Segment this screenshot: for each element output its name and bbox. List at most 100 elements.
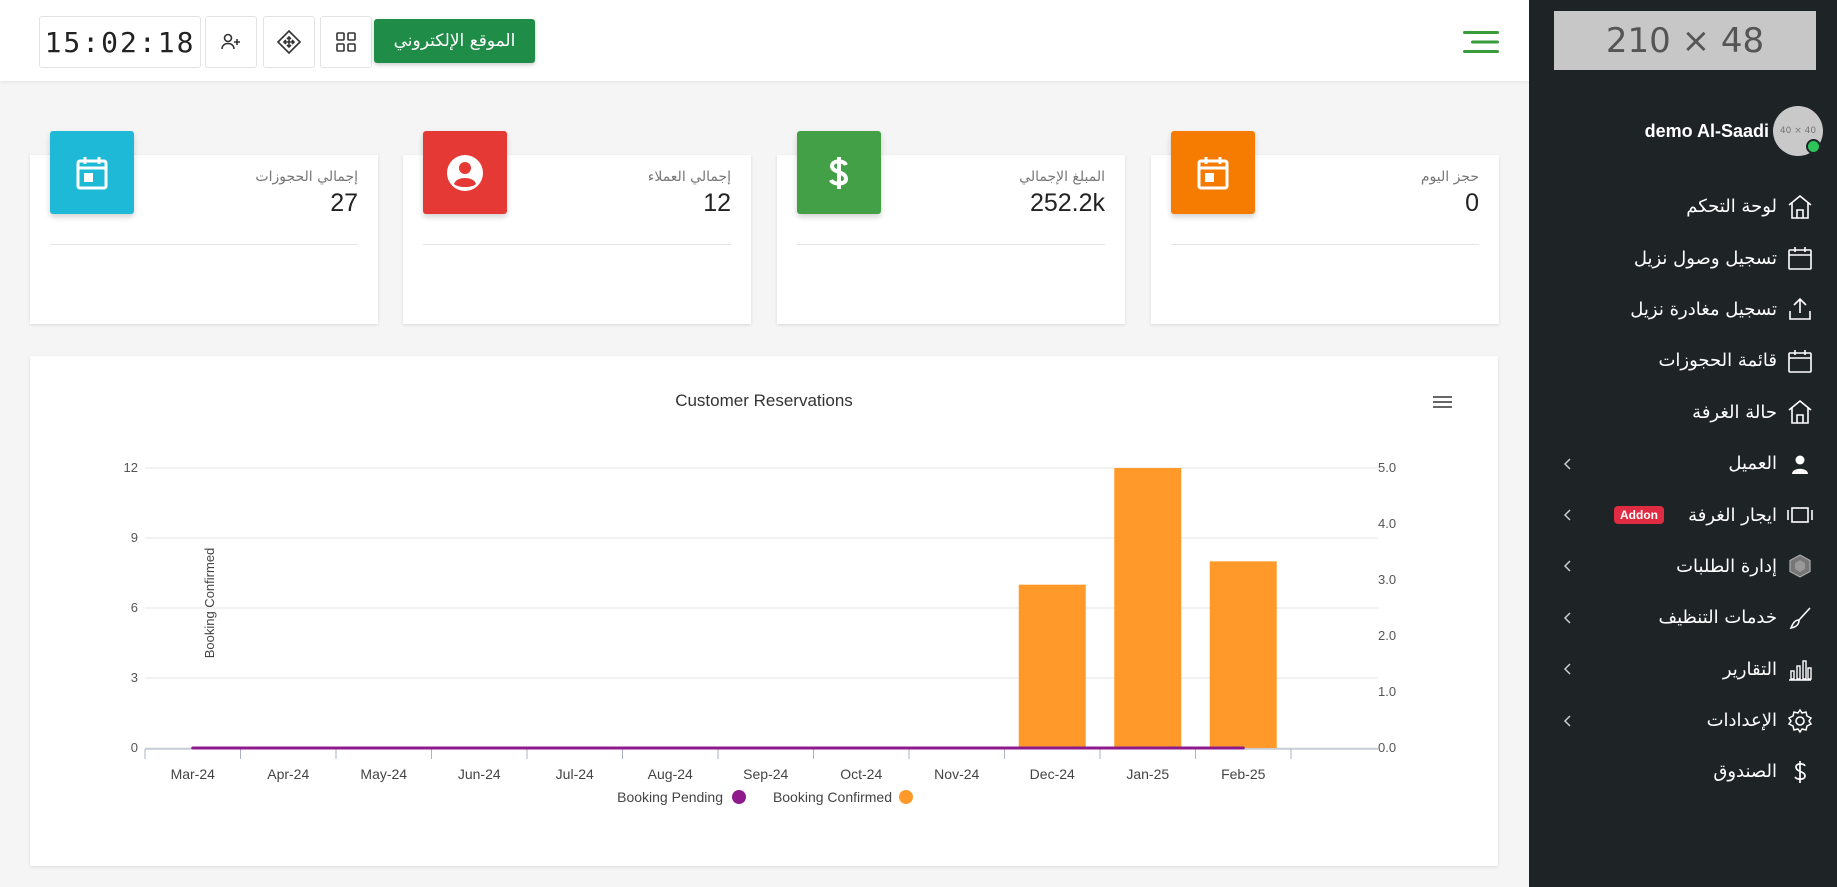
sidebar-item-2[interactable]: تسجيل وصول نزيل (1529, 232, 1837, 283)
website-button[interactable]: الموقع الإلكتروني (374, 19, 535, 63)
x-tick-label: Aug-24 (648, 766, 693, 782)
stat-card: حجز اليوم 0 (1151, 131, 1499, 324)
x-tick-label: Apr-24 (267, 766, 309, 782)
sidebar-item-label: قائمة الحجوزات (1658, 350, 1777, 372)
sidebar-item-label: العميل (1728, 453, 1777, 475)
user-name: demo Al-Saadi (1644, 120, 1769, 141)
calendar-icon (1785, 346, 1815, 376)
fullscreen-button[interactable] (263, 16, 315, 68)
divider (1171, 244, 1479, 245)
chevron-left-icon[interactable] (1562, 509, 1574, 521)
sidebar-item-1[interactable]: لوحة التحكم (1529, 181, 1837, 232)
divider (50, 244, 358, 245)
brush-icon (1785, 603, 1815, 633)
y-right-tick-label: 1.0 (1378, 684, 1396, 699)
online-status-dot (1806, 139, 1821, 154)
sidebar-item-7[interactable]: ايجار الغرفة Addon (1529, 489, 1837, 540)
grid-icon (336, 32, 356, 52)
chevron-left-icon[interactable] (1562, 612, 1574, 624)
stat-label: إجمالي الحجوزات (255, 169, 358, 185)
sidebar-item-5[interactable]: حالة الغرفة (1529, 387, 1837, 438)
y-right-tick-label: 5.0 (1378, 460, 1396, 475)
sidebar-item-6[interactable]: العميل (1529, 438, 1837, 489)
reservations-chart: Customer Reservations 0 3 6 9 12 0.0 1.0 2.0 3.0 4… (124, 391, 1452, 805)
stat-card: إجمالي العملاء 12 (403, 131, 751, 324)
y-right-tick-label: 2.0 (1378, 628, 1396, 643)
stat-value: 12 (703, 189, 731, 217)
gear-icon (1785, 706, 1815, 736)
point-booking-pending (764, 746, 768, 750)
y-axis-label: Booking Confirmed (202, 548, 217, 659)
sidebar-item-12[interactable]: الصندوق (1529, 746, 1837, 797)
point-booking-pending (859, 746, 863, 750)
y-left-tick-label: 12 (124, 460, 138, 475)
point-booking-pending (477, 746, 481, 750)
x-tick-label: Dec-24 (1030, 766, 1075, 782)
legend-marker (732, 790, 746, 804)
divider (423, 244, 731, 245)
legend-label: Booking Confirmed (773, 789, 892, 805)
person-icon (1785, 449, 1815, 479)
top-bar: 15:02:18 الموقع الإلكتروني (0, 0, 1529, 81)
chart-menu-icon[interactable] (1433, 396, 1452, 408)
apps-grid-button[interactable] (320, 16, 372, 68)
dollar-icon (797, 131, 881, 214)
x-tick-label: Nov-24 (934, 766, 979, 782)
bar-booking-confirmed (1209, 561, 1277, 748)
calendar-icon (50, 131, 134, 214)
logo-placeholder: 210 × 48 (1554, 11, 1816, 70)
bar-chart-icon (1785, 654, 1815, 684)
bar-booking-confirmed (1018, 584, 1086, 748)
move-arrows-icon (276, 29, 302, 55)
chart-title: Customer Reservations (675, 391, 853, 410)
chevron-left-icon[interactable] (1562, 560, 1574, 572)
sidebar-item-label: الصندوق (1713, 761, 1777, 783)
chart-card: Customer Reservations 0 3 6 9 12 0.0 1.0 2.0 3.0 4… (30, 356, 1498, 866)
y-left-tick-label: 6 (131, 600, 138, 615)
stat-card: المبلغ الإجمالي 252.2k (777, 131, 1125, 324)
y-left-tick-label: 9 (131, 530, 138, 545)
stat-label: إجمالي العملاء (647, 169, 731, 185)
point-booking-pending (955, 746, 959, 750)
menu-toggle-icon[interactable] (1463, 31, 1499, 53)
sidebar-item-label: إدارة الطلبات (1676, 555, 1777, 577)
chevron-left-icon[interactable] (1562, 458, 1574, 470)
sidebar-item-label: لوحة التحكم (1686, 196, 1777, 218)
calendar-icon (1171, 131, 1255, 214)
x-tick-label: Oct-24 (840, 766, 882, 782)
stat-label: المبلغ الإجمالي (1019, 169, 1105, 185)
sidebar-item-9[interactable]: خدمات التنظيف (1529, 592, 1837, 643)
avatar[interactable]: 40 × 40 (1773, 106, 1823, 156)
home-icon (1785, 192, 1815, 222)
sidebar-item-4[interactable]: قائمة الحجوزات (1529, 335, 1837, 386)
stat-value: 252.2k (1029, 189, 1105, 217)
sidebar-item-3[interactable]: تسجيل مغادرة نزيل (1529, 284, 1837, 335)
y-left-tick-label: 0 (131, 740, 138, 755)
calendar-icon (1785, 243, 1815, 273)
add-user-button[interactable] (205, 16, 257, 68)
sidebar-item-label: حالة الغرفة (1692, 401, 1777, 423)
y-right-tick-label: 0.0 (1378, 740, 1396, 755)
point-booking-pending (382, 746, 386, 750)
user-profile[interactable]: 40 × 40 demo Al-Saadi (1645, 106, 1823, 156)
sidebar-item-11[interactable]: الإعدادات (1529, 695, 1837, 746)
stat-label: حجز اليوم (1420, 169, 1479, 185)
sidebar-item-label: تسجيل وصول نزيل (1633, 247, 1777, 269)
chevron-left-icon[interactable] (1562, 715, 1574, 727)
hexagon-icon (1785, 551, 1815, 581)
point-booking-pending (1146, 746, 1150, 750)
sidebar-item-10[interactable]: التقارير (1529, 644, 1837, 695)
point-booking-pending (573, 746, 577, 750)
stat-card: إجمالي الحجوزات 27 (30, 131, 378, 324)
upload-icon (1785, 294, 1815, 324)
x-tick-label: Jan-25 (1126, 766, 1169, 782)
point-booking-pending (668, 746, 672, 750)
sidebar-item-label: ايجار الغرفة (1688, 504, 1777, 526)
x-tick-label: Jun-24 (458, 766, 501, 782)
sidebar-item-label: تسجيل مغادرة نزيل (1630, 298, 1777, 320)
stat-value: 0 (1465, 189, 1479, 217)
sidebar-item-8[interactable]: إدارة الطلبات (1529, 541, 1837, 592)
x-tick-label: Jul-24 (556, 766, 594, 782)
addon-badge: Addon (1614, 506, 1664, 525)
chevron-left-icon[interactable] (1562, 663, 1574, 675)
